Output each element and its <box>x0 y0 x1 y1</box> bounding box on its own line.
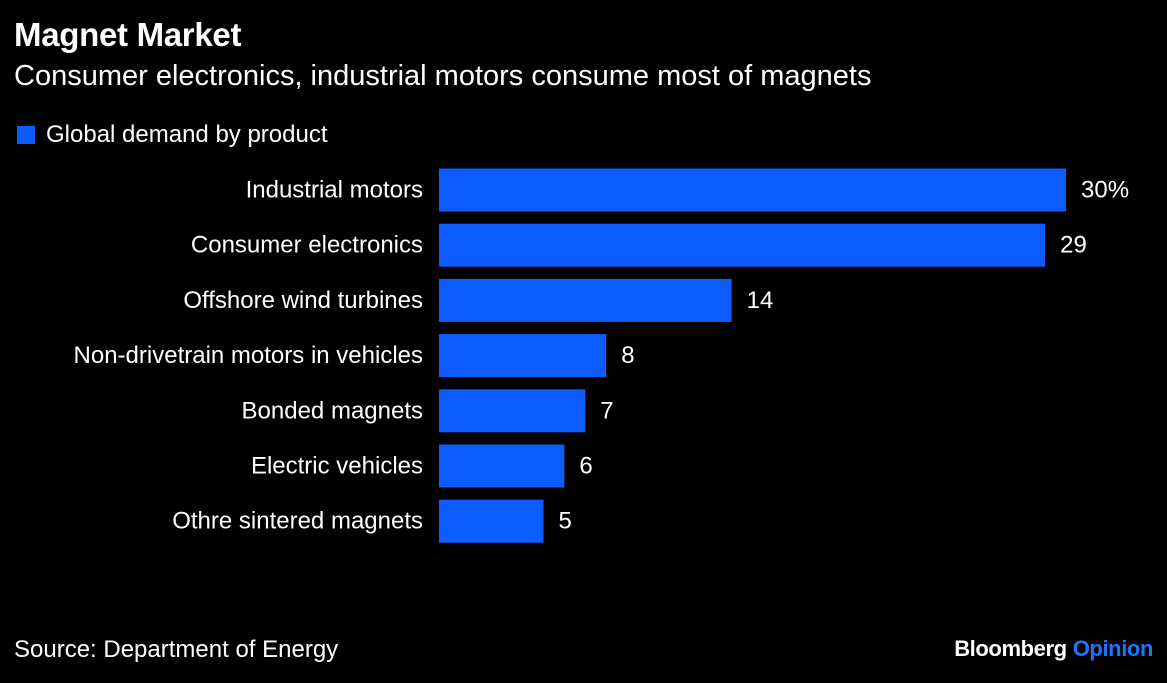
value-label: 14 <box>747 287 774 314</box>
bar <box>439 499 544 543</box>
source-note: Source: Department of Energy <box>14 636 339 663</box>
value-label: 6 <box>579 453 592 480</box>
value-label: 29 <box>1060 232 1087 259</box>
category-label: Othre sintered magnets <box>172 508 423 535</box>
legend-label: Global demand by product <box>46 121 328 148</box>
value-label: 7 <box>600 397 613 424</box>
category-label: Industrial motors <box>246 177 423 204</box>
brand-logo: Bloomberg Opinion <box>954 636 1153 662</box>
legend-swatch <box>17 126 35 144</box>
category-label: Offshore wind turbines <box>183 287 423 314</box>
bar <box>439 389 586 433</box>
chart-subtitle: Consumer electronics, industrial motors … <box>14 60 872 92</box>
category-label: Bonded magnets <box>242 397 423 424</box>
bar <box>439 168 1066 212</box>
value-label: 5 <box>559 508 572 535</box>
bar <box>439 444 565 488</box>
legend: Global demand by product <box>17 121 328 149</box>
bar <box>439 278 732 322</box>
brand-secondary: Opinion <box>1072 636 1154 661</box>
category-label: Non-drivetrain motors in vehicles <box>74 342 423 369</box>
value-label: 30% <box>1081 177 1129 204</box>
brand-primary: Bloomberg <box>954 636 1067 661</box>
category-label: Electric vehicles <box>251 453 423 480</box>
category-label: Consumer electronics <box>191 232 423 259</box>
bar <box>439 223 1046 267</box>
chart-title: Magnet Market <box>14 16 242 53</box>
bar <box>439 334 607 378</box>
value-label: 8 <box>621 342 634 369</box>
